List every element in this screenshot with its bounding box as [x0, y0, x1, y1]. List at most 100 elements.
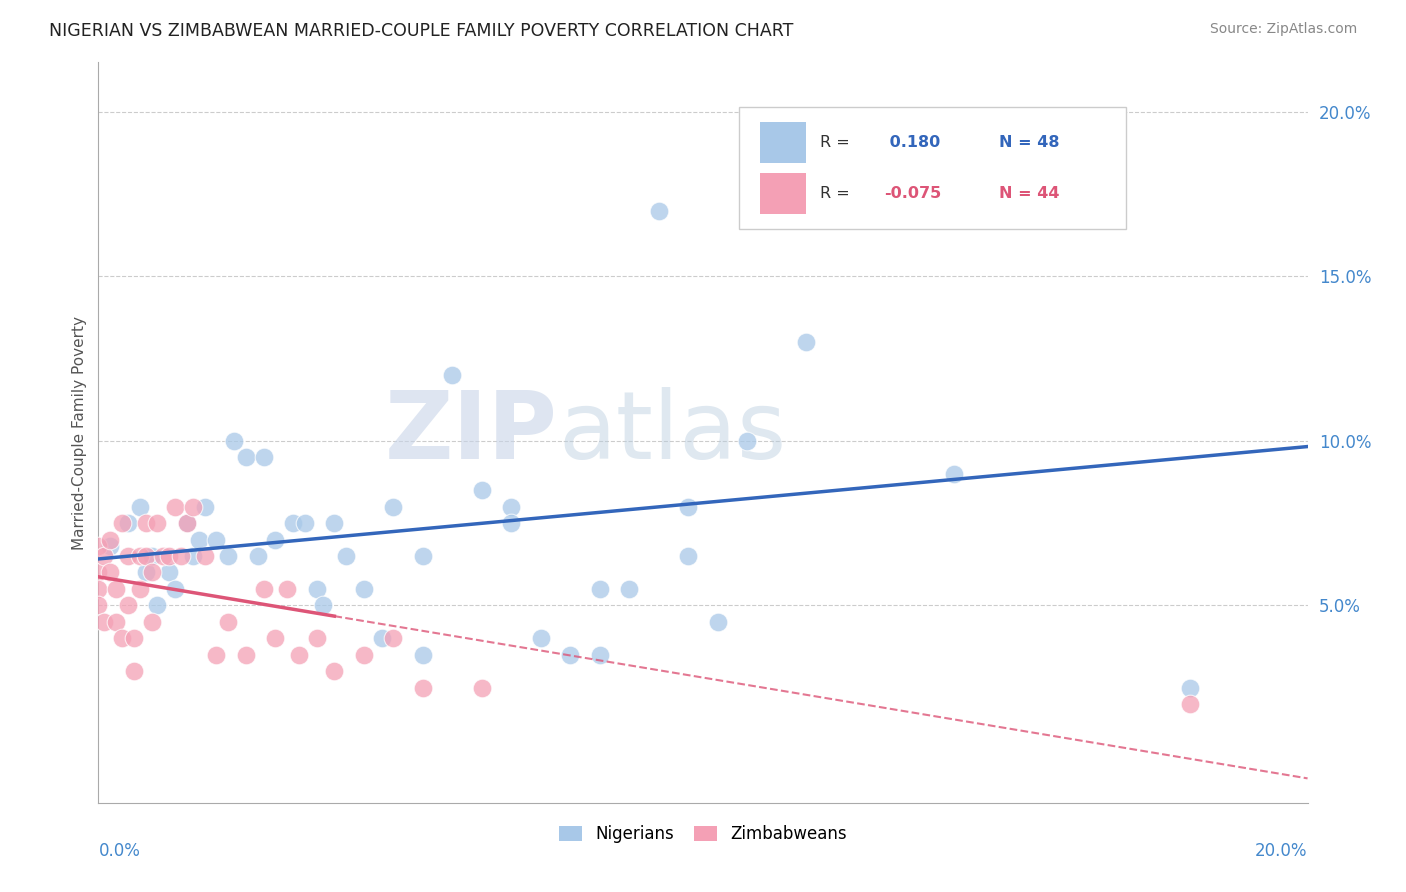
- Point: [128, 549, 150, 563]
- Text: N = 48: N = 48: [1000, 136, 1060, 150]
- Point: [135, 516, 157, 530]
- Point: [235, 450, 257, 465]
- Point: [87, 566, 110, 580]
- Point: [294, 516, 316, 530]
- Point: [98, 539, 121, 553]
- Text: 20.0%: 20.0%: [1256, 842, 1308, 860]
- Point: [794, 335, 817, 350]
- Point: [382, 632, 405, 646]
- Point: [122, 632, 145, 646]
- Text: atlas: atlas: [558, 386, 786, 479]
- Point: [246, 549, 269, 563]
- Point: [1178, 681, 1201, 695]
- Point: [412, 549, 434, 563]
- Y-axis label: Married-Couple Family Poverty: Married-Couple Family Poverty: [72, 316, 87, 549]
- Point: [165, 500, 187, 514]
- Text: NIGERIAN VS ZIMBABWEAN MARRIED-COUPLE FAMILY POVERTY CORRELATION CHART: NIGERIAN VS ZIMBABWEAN MARRIED-COUPLE FA…: [49, 22, 793, 40]
- Point: [187, 533, 209, 547]
- Point: [157, 549, 180, 563]
- Point: [111, 516, 134, 530]
- Point: [530, 632, 553, 646]
- Point: [678, 549, 700, 563]
- Text: 0.180: 0.180: [884, 136, 941, 150]
- Text: Source: ZipAtlas.com: Source: ZipAtlas.com: [1209, 22, 1357, 37]
- Point: [181, 549, 204, 563]
- Point: [370, 632, 392, 646]
- Point: [87, 539, 110, 553]
- Point: [589, 648, 612, 662]
- Point: [117, 599, 139, 613]
- Text: -0.075: -0.075: [884, 186, 942, 201]
- Point: [122, 664, 145, 678]
- Point: [288, 648, 311, 662]
- Point: [412, 681, 434, 695]
- Point: [146, 599, 169, 613]
- Point: [412, 648, 434, 662]
- Point: [194, 500, 217, 514]
- Point: [353, 648, 375, 662]
- Point: [205, 533, 228, 547]
- Point: [501, 516, 523, 530]
- Point: [560, 648, 582, 662]
- Point: [141, 615, 163, 629]
- Point: [87, 599, 110, 613]
- Point: [135, 549, 157, 563]
- Point: [281, 516, 304, 530]
- Bar: [759, 173, 806, 213]
- Text: N = 44: N = 44: [1000, 186, 1060, 201]
- Point: [98, 533, 121, 547]
- Point: [589, 582, 612, 596]
- Point: [87, 582, 110, 596]
- Point: [678, 500, 700, 514]
- Point: [93, 615, 115, 629]
- Point: [98, 566, 121, 580]
- Point: [217, 615, 239, 629]
- Point: [128, 500, 150, 514]
- Text: R =: R =: [820, 186, 855, 201]
- Point: [735, 434, 758, 448]
- Point: [1178, 697, 1201, 711]
- Point: [176, 516, 198, 530]
- Point: [117, 516, 139, 530]
- Point: [323, 516, 346, 530]
- Point: [105, 615, 128, 629]
- Point: [353, 582, 375, 596]
- Text: ZIP: ZIP: [385, 386, 558, 479]
- Point: [501, 500, 523, 514]
- Point: [264, 632, 287, 646]
- Point: [141, 549, 163, 563]
- Point: [471, 681, 494, 695]
- Bar: [759, 122, 806, 163]
- Point: [252, 450, 274, 465]
- Point: [165, 582, 187, 596]
- Point: [619, 582, 641, 596]
- Point: [471, 483, 494, 498]
- Point: [305, 582, 328, 596]
- Point: [1031, 137, 1053, 152]
- Point: [135, 566, 157, 580]
- Point: [141, 566, 163, 580]
- Text: 0.0%: 0.0%: [98, 842, 141, 860]
- Point: [311, 599, 333, 613]
- Point: [152, 549, 174, 563]
- Point: [176, 516, 198, 530]
- Point: [706, 615, 728, 629]
- Point: [105, 582, 128, 596]
- Point: [93, 549, 115, 563]
- Point: [111, 632, 134, 646]
- Point: [117, 549, 139, 563]
- Text: R =: R =: [820, 136, 855, 150]
- Point: [205, 648, 228, 662]
- Point: [335, 549, 357, 563]
- Legend: Nigerians, Zimbabweans: Nigerians, Zimbabweans: [553, 819, 853, 850]
- Point: [276, 582, 298, 596]
- Point: [264, 533, 287, 547]
- Point: [235, 648, 257, 662]
- Point: [181, 500, 204, 514]
- Point: [217, 549, 239, 563]
- FancyBboxPatch shape: [740, 107, 1126, 229]
- Point: [305, 632, 328, 646]
- Point: [146, 516, 169, 530]
- Point: [222, 434, 245, 448]
- Point: [128, 582, 150, 596]
